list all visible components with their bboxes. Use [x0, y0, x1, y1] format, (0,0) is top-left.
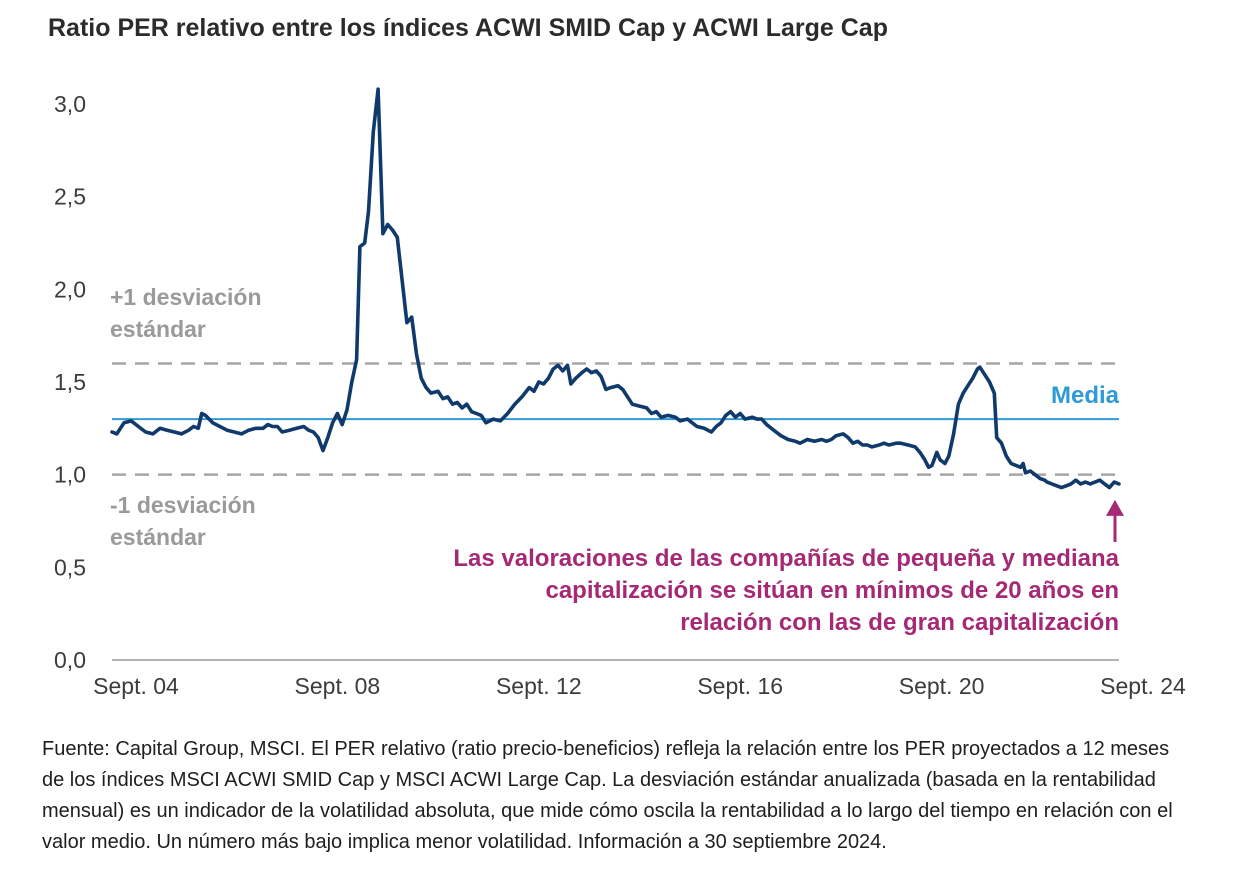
reference-labels: Media +1 desviación estándar -1 desviación e… [110, 284, 1120, 550]
band-label-plus-1-sd: +1 desviación [110, 284, 262, 310]
y-tick-label: 1,5 [54, 369, 86, 395]
reference-lines [112, 362, 1119, 476]
annotation-text-line: relación con las de gran capitalización [680, 609, 1119, 636]
mean-label: Media [1051, 382, 1120, 409]
series-lines [110, 87, 1121, 490]
y-tick-label: 0,0 [54, 647, 86, 673]
y-tick-label: 2,5 [54, 184, 86, 210]
x-tick-label: Sept. 04 [93, 673, 179, 699]
annotation-text-line: Las valoraciones de las compañías de peq… [453, 545, 1119, 572]
band-label-minus-1-sd: -1 desviación [110, 492, 256, 518]
y-tick-label: 2,0 [54, 276, 86, 302]
chart-title: Ratio PER relativo entre los índices ACW… [48, 14, 888, 42]
x-tick-label: Sept. 24 [1100, 673, 1186, 699]
x-tick-label: Sept. 08 [295, 673, 381, 699]
chart-area: 0,0 0,5 1,0 1,5 2,0 2,5 3,0 Sept. 04 Sept. 08 Sep… [54, 87, 1186, 699]
series-line [110, 87, 1121, 490]
annotation-arrowhead [1106, 499, 1124, 516]
x-tick-label: Sept. 12 [496, 673, 582, 699]
annotation: Las valoraciones de las compañías de peq… [453, 499, 1124, 636]
band-label-minus-1-sd: estándar [110, 524, 206, 550]
y-tick-label: 1,0 [54, 462, 86, 488]
axes: 0,0 0,5 1,0 1,5 2,0 2,5 3,0 Sept. 04 Sept. 08 Sep… [54, 91, 1186, 699]
annotation-text-line: capitalización se sitúan en mínimos de 2… [545, 577, 1119, 604]
x-tick-label: Sept. 20 [899, 673, 985, 699]
y-tick-label: 0,5 [54, 554, 86, 580]
y-tick-label: 3,0 [54, 91, 86, 117]
source-note: Fuente: Capital Group, MSCI. El PER rela… [42, 738, 1173, 853]
x-tick-label: Sept. 16 [697, 673, 783, 699]
band-label-plus-1-sd: estándar [110, 316, 206, 342]
